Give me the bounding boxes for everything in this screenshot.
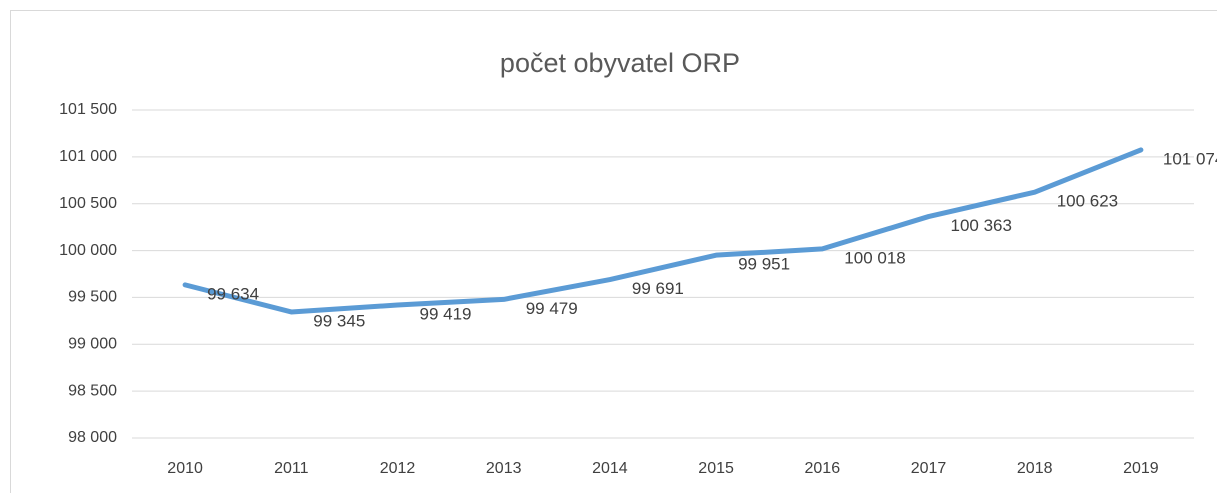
data-label: 99 419 — [420, 305, 472, 324]
data-label: 99 951 — [738, 255, 790, 274]
x-tick-label: 2016 — [805, 460, 841, 477]
chart-title: počet obyvatel ORP — [500, 48, 740, 78]
data-label: 99 634 — [207, 284, 259, 303]
y-tick-label: 99 000 — [68, 336, 117, 353]
x-tick-label: 2014 — [592, 460, 628, 477]
chart-frame — [11, 11, 1217, 494]
y-tick-label: 100 500 — [59, 195, 117, 212]
x-tick-label: 2018 — [1017, 460, 1053, 477]
x-tick-label: 2011 — [274, 460, 309, 477]
y-tick-label: 101 000 — [59, 148, 117, 165]
y-tick-label: 100 000 — [59, 242, 117, 259]
y-tick-label: 101 500 — [59, 101, 117, 118]
x-tick-label: 2013 — [486, 460, 522, 477]
x-tick-label: 2019 — [1123, 460, 1159, 477]
x-tick-label: 2017 — [911, 460, 947, 477]
data-label: 99 691 — [632, 279, 684, 298]
x-tick-label: 2012 — [380, 460, 416, 477]
data-label: 101 074 — [1163, 149, 1217, 168]
y-tick-label: 99 500 — [68, 289, 117, 306]
data-label: 100 363 — [951, 216, 1012, 235]
x-tick-label: 2015 — [698, 460, 734, 477]
data-label: 100 623 — [1057, 192, 1118, 211]
y-tick-label: 98 000 — [68, 429, 117, 446]
data-label: 99 345 — [313, 311, 365, 330]
x-tick-label: 2010 — [167, 460, 203, 477]
y-tick-label: 98 500 — [68, 382, 117, 399]
data-label: 99 479 — [526, 299, 578, 318]
data-label: 100 018 — [844, 248, 905, 267]
